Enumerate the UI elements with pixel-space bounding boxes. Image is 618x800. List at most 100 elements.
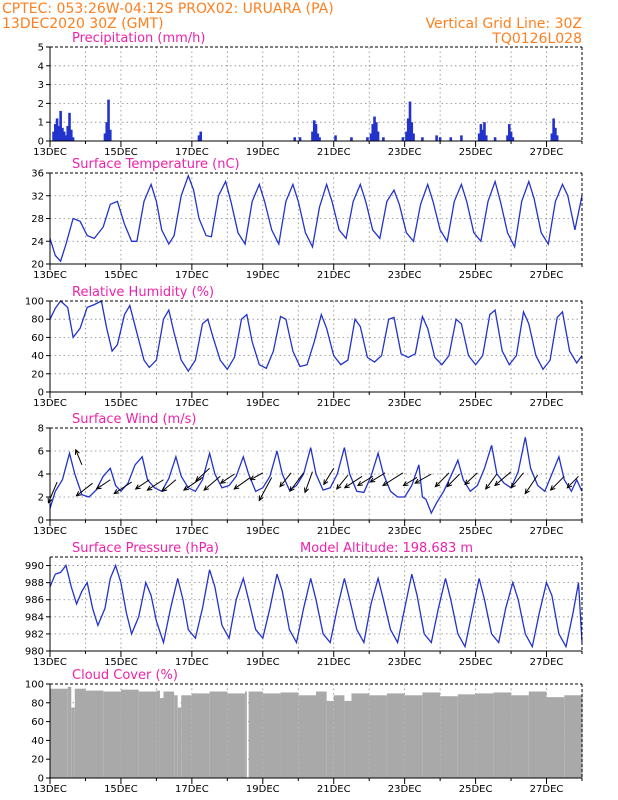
panel-annotation: Model Altitude: 198.683 m (300, 541, 473, 556)
precip-bar (62, 131, 66, 141)
wind-arrow-head (446, 481, 453, 488)
x-tick-label: 21DEC (317, 147, 351, 158)
cloud-bar (457, 694, 476, 778)
wind-arrow-shaft (250, 472, 264, 481)
x-tick-label: 21DEC (317, 526, 351, 537)
precip-bar (64, 135, 68, 141)
wind-arrow-shaft (485, 473, 498, 490)
x-tick-label: 15DEC (104, 147, 138, 158)
wind-arrow-head (464, 479, 470, 486)
precip-bar (477, 133, 481, 141)
cloud-bar (74, 688, 86, 778)
wind-arrow-shaft (336, 474, 349, 490)
cloud-bar (298, 695, 316, 778)
precip-bar (69, 129, 73, 141)
panel-2: 20 24 28 32 36 13DEC 15DEC 17DEC 19DEC 21DEC 23DEC… (31, 157, 583, 281)
y-tick-label: 0 (38, 774, 44, 785)
cloud-bar (316, 691, 327, 778)
x-tick-label: 13DEC (33, 784, 67, 795)
cloud-bar (156, 690, 160, 778)
x-tick-label: 17DEC (175, 270, 209, 281)
cloud-bar (245, 691, 247, 778)
wind-arrow-head (402, 481, 409, 487)
precip-bar (103, 133, 107, 141)
wind-arrow (434, 472, 450, 488)
cloud-bar (262, 693, 281, 778)
x-tick-label: 19DEC (246, 398, 280, 409)
wind-arrow-shaft (510, 472, 524, 489)
cloud-bar (67, 686, 72, 778)
x-tick-label: 15DEC (104, 526, 138, 537)
precip-bar (410, 122, 414, 141)
x-tick-label: 17DEC (175, 147, 209, 158)
precip-bar (401, 137, 405, 141)
precip-bar (298, 137, 302, 141)
precip-bar (382, 137, 385, 141)
y-tick-label: 40 (31, 351, 44, 362)
cloud-bar (177, 707, 182, 778)
precip-bar (371, 124, 375, 141)
y-tick-label: 60 (31, 717, 44, 728)
y-tick-label: 20 (31, 369, 44, 380)
y-tick-label: 1 (38, 118, 44, 129)
y-tick-label: 6 (38, 447, 44, 458)
x-tick-label: 13DEC (33, 657, 67, 668)
wind-arrow-head (382, 480, 389, 487)
x-tick-label: 15DEC (104, 657, 138, 668)
x-tick-label: 15DEC (104, 398, 138, 409)
x-tick-label: 27DEC (530, 398, 564, 409)
cloud-bar (85, 690, 104, 778)
series-line (49, 437, 583, 515)
x-tick-label: 17DEC (175, 398, 209, 409)
x-tick-label: 23DEC (388, 147, 422, 158)
wind-arrow (75, 482, 93, 497)
y-tick-label: 40 (31, 736, 44, 747)
wind-arrow (233, 477, 251, 490)
wind-arrow (95, 479, 111, 490)
wind-arrow-shaft (76, 482, 93, 497)
wind-arrow-shaft (550, 475, 565, 491)
wind-arrow (414, 473, 432, 484)
wind-arrow-shaft (304, 471, 313, 493)
precip-bar (316, 133, 320, 141)
precip-bar (408, 101, 412, 141)
wind-arrow (446, 473, 460, 488)
y-tick-label: 80 (31, 315, 44, 326)
y-tick-label: 4 (38, 61, 44, 72)
precip-bar (460, 135, 463, 141)
x-tick-label: 21DEC (317, 398, 351, 409)
header-line2: 13DEC2020 30Z (GMT) (2, 16, 164, 32)
precip-bar (108, 129, 112, 141)
wind-arrow-shaft (147, 479, 164, 491)
wind-arrow-head (289, 486, 295, 493)
precip-bar (71, 137, 75, 141)
panel-title: Precipitation (mm/h) (72, 31, 205, 46)
cloud-bar (422, 692, 441, 778)
wind-arrow-head (323, 479, 329, 486)
wind-arrow-shaft (323, 467, 335, 485)
wind-arrow-shaft (370, 472, 386, 483)
precip-bar (334, 135, 337, 141)
wind-arrow-head (249, 475, 256, 481)
wind-arrow-head (74, 448, 80, 455)
panel-1: 0 1 2 3 4 5 13DEC 15DEC 17DEC 19DEC 21DEC 23DEC 25DE… (33, 31, 583, 158)
panel-3: 0 20 40 60 80 100 13DEC 15DEC 17DEC 19DEC 21DEC 23D… (25, 285, 583, 409)
precip-bar (373, 116, 376, 141)
precip-bar (52, 131, 55, 141)
x-tick-label: 23DEC (388, 398, 422, 409)
panel-title: Surface Wind (m/s) (72, 412, 196, 427)
cloud-bar (564, 695, 582, 778)
series-line (49, 300, 583, 373)
wind-arrow (113, 481, 132, 495)
wind-arrow-head (485, 483, 491, 490)
y-tick-label: 980 (25, 647, 44, 658)
model-code: TQ0126L028 (491, 31, 582, 47)
cloud-bar (511, 695, 529, 778)
x-tick-label: 17DEC (175, 784, 209, 795)
precip-bar (318, 137, 321, 141)
wind-arrow-head (566, 482, 573, 489)
precip-bar (374, 122, 378, 141)
y-tick-label: 60 (31, 333, 44, 344)
wind-arrow-head (279, 481, 285, 488)
series-line (49, 563, 583, 649)
